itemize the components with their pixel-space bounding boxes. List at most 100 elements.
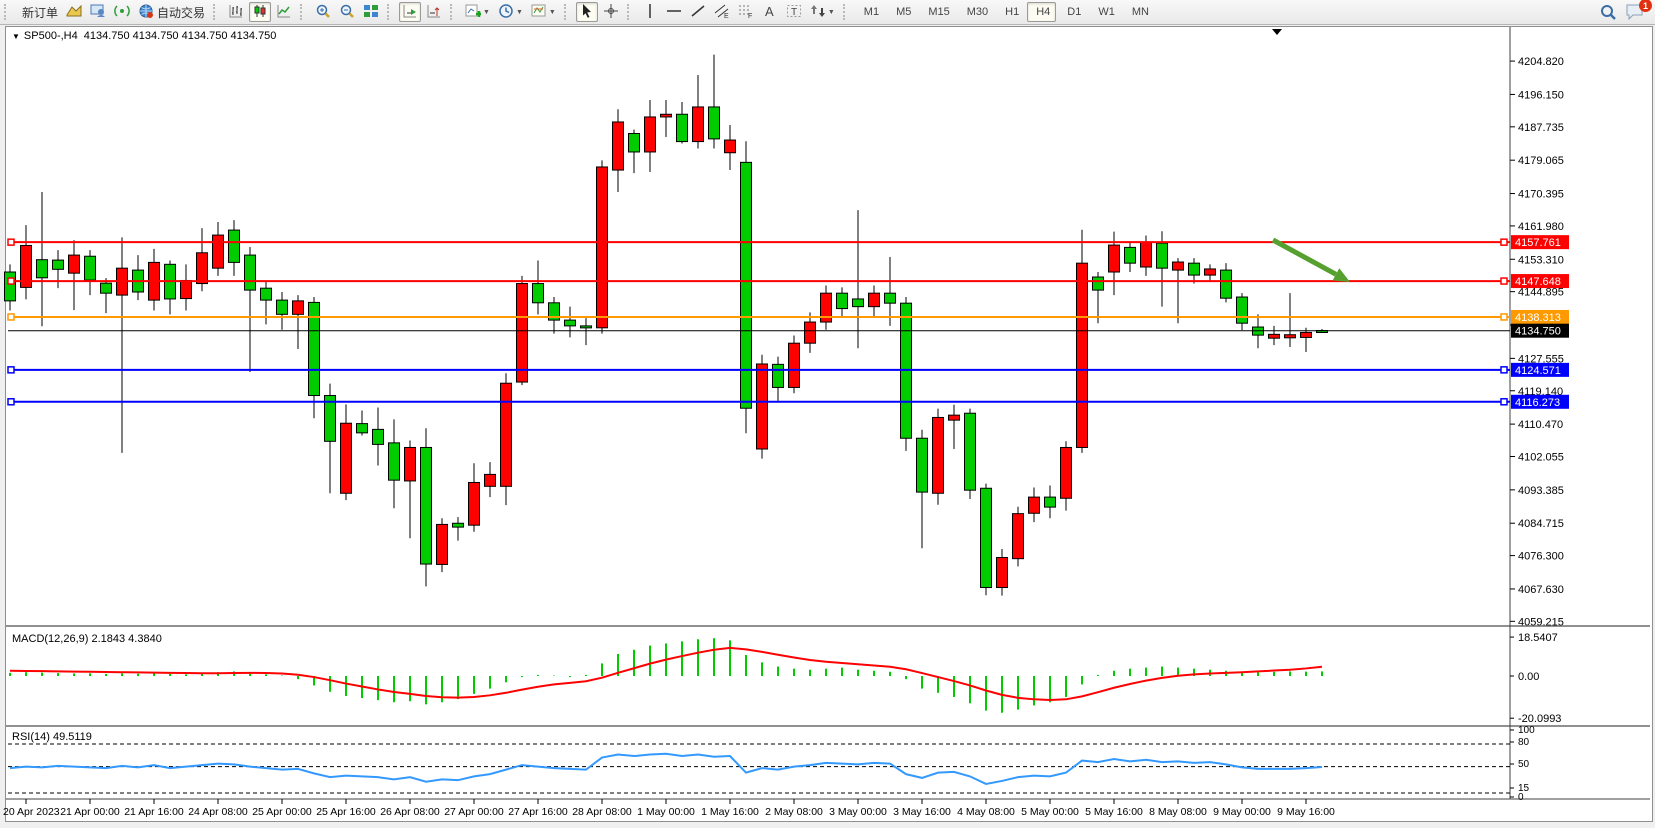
search-icon[interactable] <box>1596 2 1620 22</box>
candle-body[interactable] <box>4 271 16 302</box>
candle-body[interactable] <box>548 302 560 321</box>
candle-body[interactable] <box>884 292 896 304</box>
new-order-button[interactable]: 新订单 <box>16 2 61 22</box>
candle-body[interactable] <box>36 259 48 279</box>
hline-handle[interactable] <box>1500 277 1508 285</box>
chart-shift-marker[interactable] <box>1272 29 1282 35</box>
trendline-icon[interactable] <box>687 2 709 22</box>
chevron-down-icon[interactable]: ▼ <box>548 8 556 16</box>
candle-body[interactable] <box>660 113 672 118</box>
candle-body[interactable] <box>644 116 656 153</box>
candle-body[interactable] <box>1108 244 1120 273</box>
candle-body[interactable] <box>676 113 688 143</box>
candle-body[interactable] <box>500 382 512 487</box>
tf-h4-button[interactable]: H4 <box>1027 2 1057 22</box>
zoom-in-icon[interactable] <box>312 2 334 22</box>
vertical-line-icon[interactable] <box>639 2 661 22</box>
hline-handle[interactable] <box>1500 398 1508 406</box>
templates-icon[interactable]: ▼ <box>528 2 559 22</box>
candle-body[interactable] <box>52 259 64 270</box>
candle-body[interactable] <box>1156 242 1168 269</box>
hline-handle[interactable] <box>7 313 15 321</box>
candle-body[interactable] <box>1060 446 1072 499</box>
candle-body[interactable] <box>724 139 736 154</box>
candle-body[interactable] <box>260 287 272 301</box>
hline-handle[interactable] <box>7 238 15 246</box>
candle-body[interactable] <box>596 166 608 329</box>
toolbar-grip[interactable] <box>626 4 634 20</box>
candle-body[interactable] <box>1284 334 1296 339</box>
tf-m1-button[interactable]: M1 <box>855 2 885 22</box>
chevron-down-icon[interactable]: ▼ <box>827 8 835 16</box>
candle-body[interactable] <box>340 422 352 494</box>
equidistant-channel-icon[interactable]: E <box>711 2 733 22</box>
auto-scroll-icon[interactable] <box>399 2 422 22</box>
candle-body[interactable] <box>516 283 528 383</box>
candle-body[interactable] <box>276 299 288 315</box>
candle-body[interactable] <box>100 282 112 294</box>
tf-m15-button[interactable]: M15 <box>919 2 955 22</box>
candle-body[interactable] <box>324 395 336 442</box>
hline-handle[interactable] <box>7 366 15 374</box>
crosshair-icon[interactable] <box>600 2 622 22</box>
candle-body[interactable] <box>1172 261 1184 271</box>
tf-d1-button[interactable]: D1 <box>1058 2 1087 22</box>
candle-body[interactable] <box>468 481 480 526</box>
candle-body[interactable] <box>612 121 624 171</box>
candle-body[interactable] <box>484 473 496 487</box>
hline-handle[interactable] <box>1500 238 1508 246</box>
candle-body[interactable] <box>1268 333 1280 339</box>
candle-body[interactable] <box>932 416 944 494</box>
candle-body[interactable] <box>404 446 416 482</box>
candle-body[interactable] <box>1300 331 1312 338</box>
hline-handle[interactable] <box>1500 366 1508 374</box>
hline-handle[interactable] <box>7 277 15 285</box>
candle-body[interactable] <box>692 106 704 143</box>
trend-arrow-shaft[interactable] <box>1271 237 1338 277</box>
candle-body[interactable] <box>820 292 832 323</box>
line-chart-icon[interactable] <box>273 2 295 22</box>
candle-body[interactable] <box>84 255 96 281</box>
candle-body[interactable] <box>212 234 224 269</box>
tf-h1-button[interactable]: H1 <box>996 2 1025 22</box>
candle-body[interactable] <box>868 292 880 308</box>
candle-body[interactable] <box>356 423 368 434</box>
candle-body[interactable] <box>1236 296 1248 324</box>
cursor-icon[interactable] <box>575 2 598 22</box>
periods-icon[interactable]: ▼ <box>495 2 526 22</box>
candle-body[interactable] <box>420 446 432 565</box>
candle-body[interactable] <box>1124 246 1136 264</box>
candle-body[interactable] <box>948 414 960 421</box>
candle-body[interactable] <box>852 298 864 308</box>
hline-handle[interactable] <box>7 398 15 406</box>
candle-body[interactable] <box>836 292 848 310</box>
candle-body[interactable] <box>564 319 576 327</box>
candle-body[interactable] <box>1220 269 1232 299</box>
toolbar-grip[interactable] <box>563 4 571 20</box>
chevron-down-icon[interactable]: ▼ <box>515 8 523 16</box>
text-icon[interactable]: A <box>759 2 781 22</box>
autotrading-button[interactable]: 自动交易 <box>135 2 208 22</box>
tf-mn-button[interactable]: MN <box>1123 2 1155 22</box>
candle-body[interactable] <box>772 363 784 388</box>
candle-body[interactable] <box>436 523 448 565</box>
arrow-objects-icon[interactable]: ▼ <box>807 2 838 22</box>
candle-body[interactable] <box>916 437 928 493</box>
candle-body[interactable] <box>1092 276 1104 291</box>
candle-body[interactable] <box>980 487 992 589</box>
candle-body[interactable] <box>1076 262 1088 448</box>
zoom-out-icon[interactable] <box>336 2 358 22</box>
candle-body[interactable] <box>388 442 400 481</box>
chevron-down-icon[interactable]: ▼ <box>483 8 490 16</box>
candle-body[interactable] <box>756 363 768 450</box>
candle-body[interactable] <box>532 283 544 304</box>
signals-icon[interactable] <box>111 2 133 22</box>
toolbar-grip[interactable] <box>450 4 457 20</box>
fibonacci-icon[interactable]: F <box>735 2 757 22</box>
toolbar-grip[interactable] <box>842 4 850 20</box>
candle-body[interactable] <box>628 132 640 153</box>
text-label-icon[interactable]: T <box>783 2 805 22</box>
candle-body[interactable] <box>996 557 1008 589</box>
chat-icon[interactable]: 1 <box>1622 0 1652 22</box>
